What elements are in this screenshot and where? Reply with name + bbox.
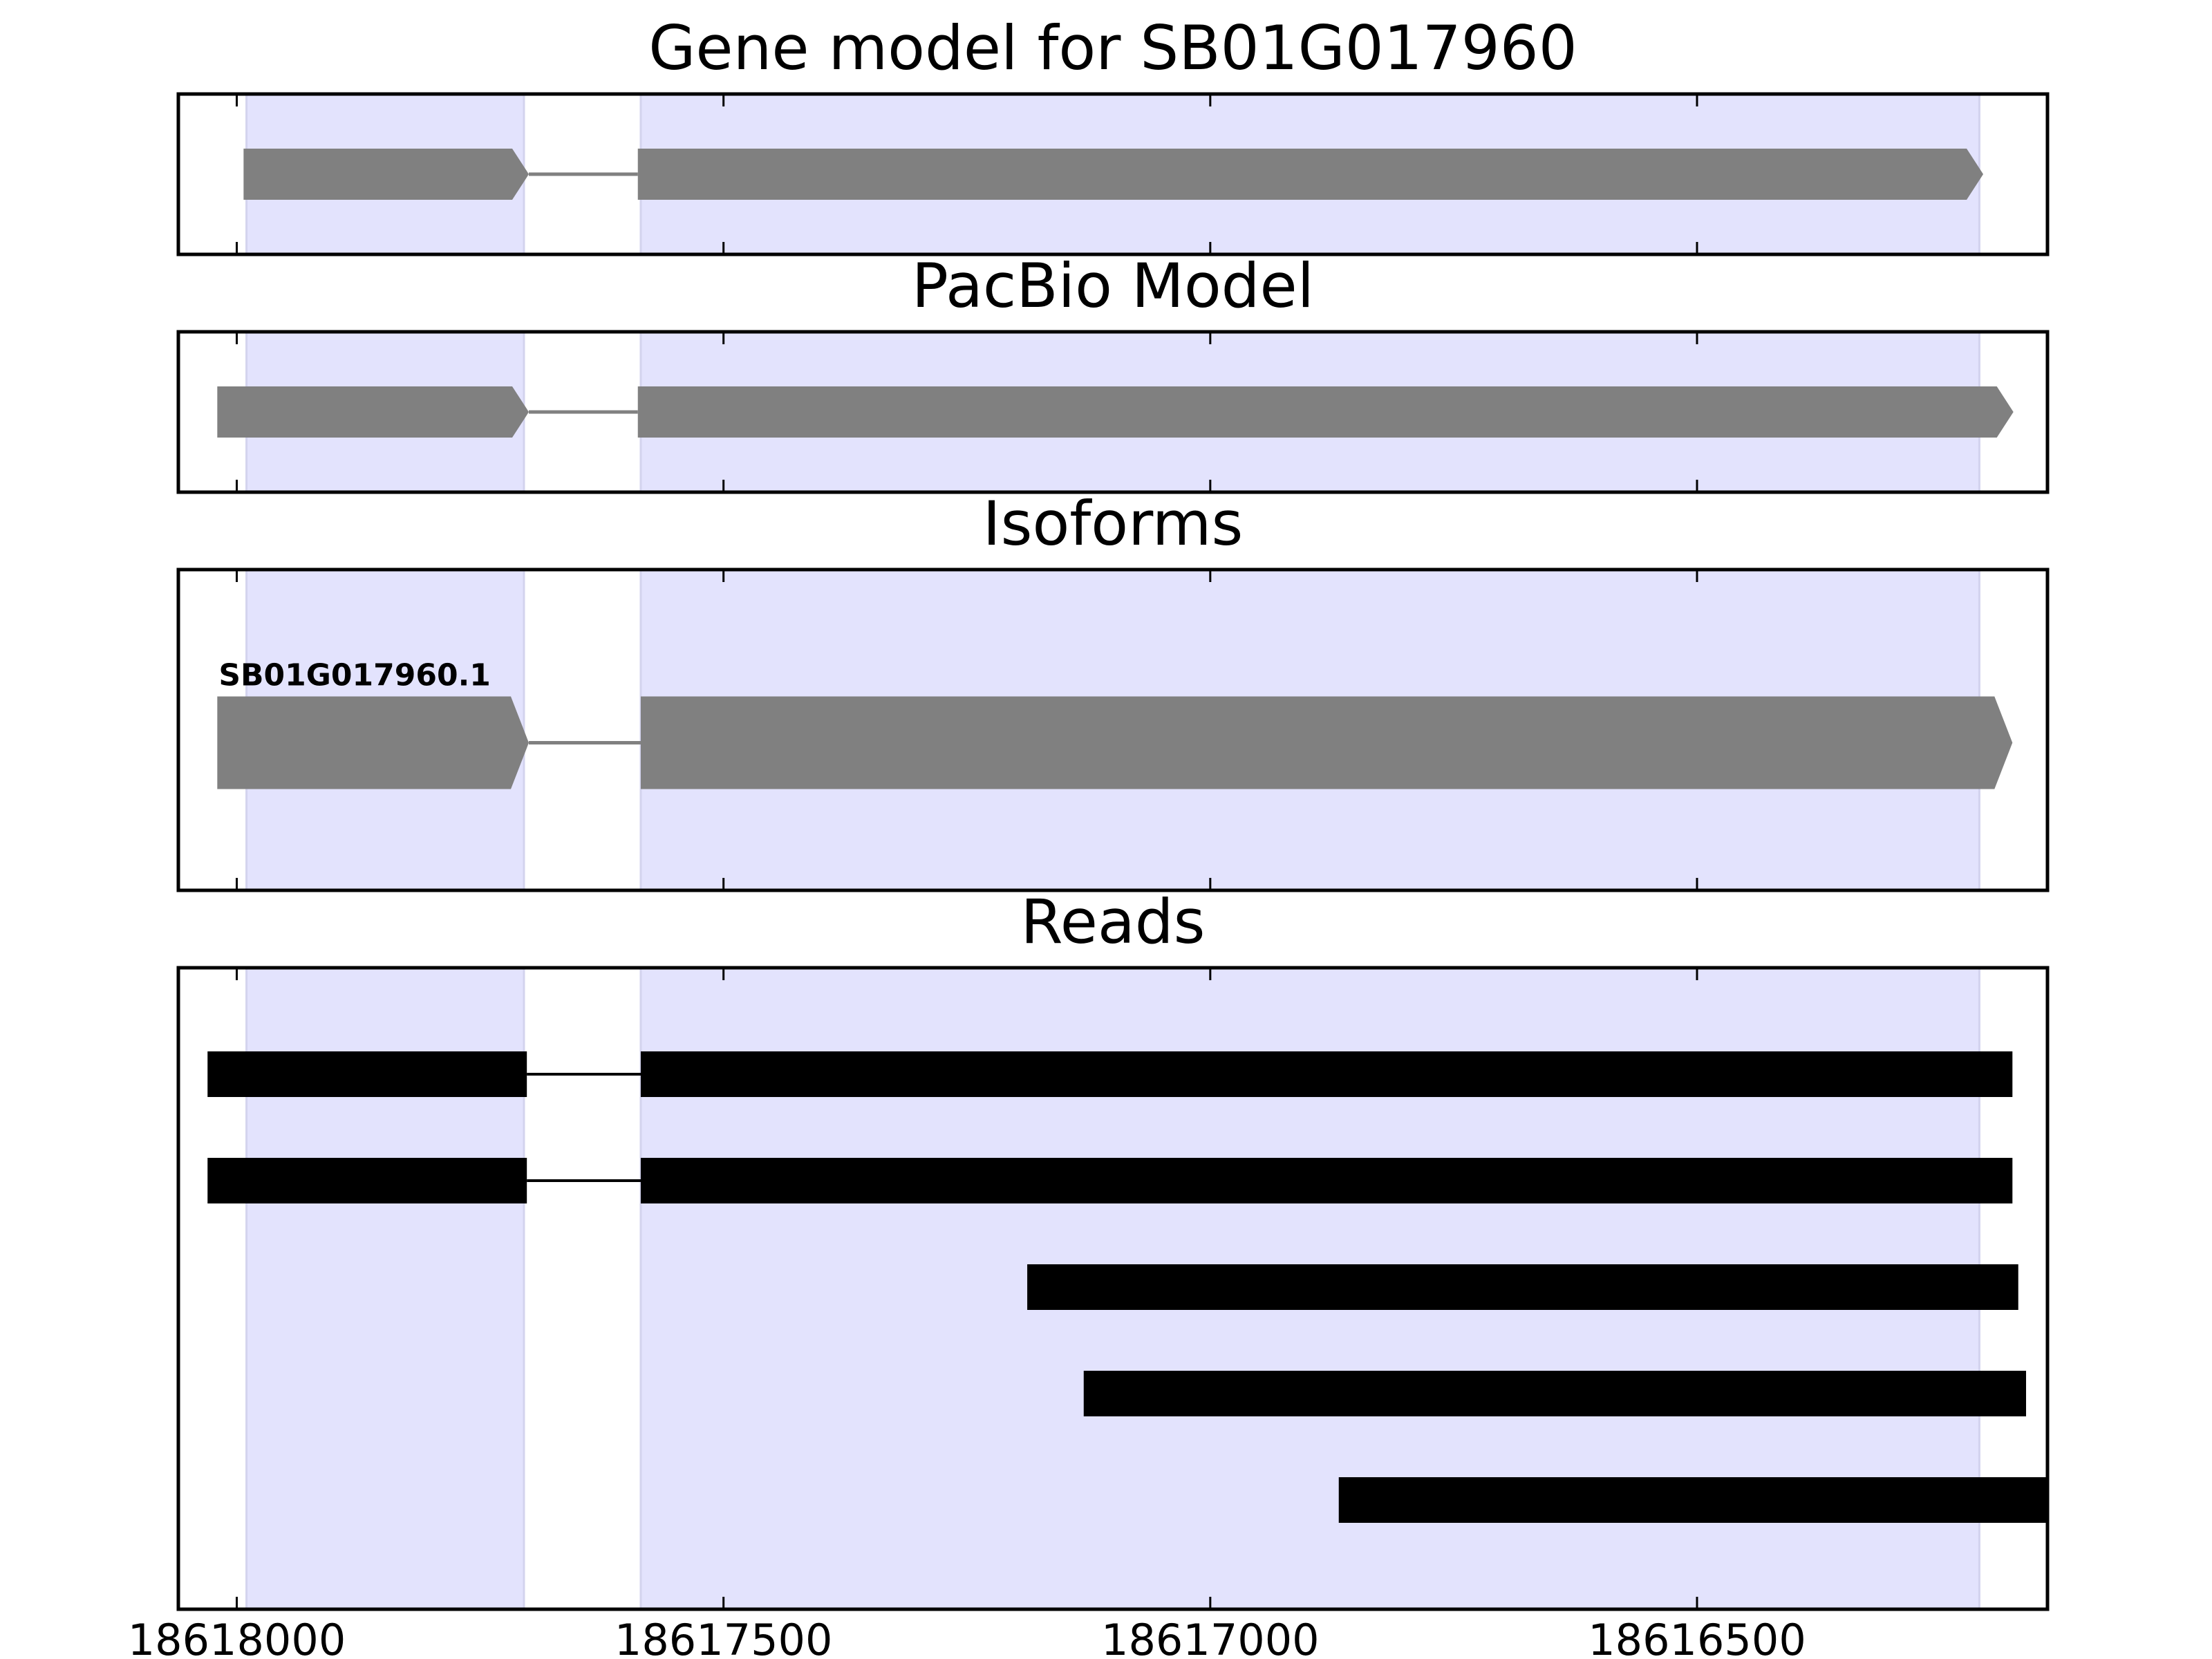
- read-2: [1027, 1264, 2018, 1310]
- exon-block: [243, 149, 529, 200]
- panel-model-1: PacBio Model: [176, 250, 2050, 494]
- panel-title: Isoforms: [983, 488, 1244, 559]
- axes-frame: [176, 330, 2050, 494]
- read-4: [1338, 1477, 2047, 1523]
- isoform-label: SB01G017960.1: [218, 658, 491, 693]
- panel-title: Gene model for SB01G017960: [648, 12, 1577, 84]
- exon-block: [640, 696, 2013, 789]
- exon-block: [217, 696, 529, 789]
- panel-isoform-2: SB01G017960.1 Isoforms: [176, 488, 2050, 892]
- axes-frame: [176, 966, 2050, 1611]
- transcript-0: [243, 149, 1984, 200]
- x-tick-label: 18617000: [1101, 1615, 1320, 1659]
- axes-frame: [176, 568, 2050, 892]
- exon-block: [637, 149, 1984, 200]
- transcript-0: SB01G017960.1: [217, 658, 2013, 789]
- panel-reads-3: Reads: [176, 886, 2050, 1611]
- read-block: [1338, 1477, 2047, 1523]
- read-block: [640, 1051, 2013, 1097]
- panel-title: PacBio Model: [912, 250, 1314, 321]
- axes-frame: [176, 92, 2050, 256]
- read-3: [1083, 1371, 2027, 1416]
- read-block: [1083, 1371, 2027, 1416]
- read-1: [207, 1158, 2013, 1203]
- exon-block: [217, 386, 529, 438]
- panel-title: Reads: [1021, 886, 1206, 957]
- transcript-0: [217, 386, 2014, 438]
- read-block: [207, 1158, 527, 1203]
- x-tick-label: 18617500: [615, 1615, 833, 1659]
- read-block: [207, 1051, 527, 1097]
- x-tick-label: 18616500: [1588, 1615, 1806, 1659]
- read-0: [207, 1051, 2013, 1097]
- panel-model-0: Gene model for SB01G017960: [176, 12, 2050, 256]
- read-block: [1027, 1264, 2018, 1310]
- read-block: [640, 1158, 2013, 1203]
- exon-block: [637, 386, 2014, 438]
- x-tick-label: 18618000: [128, 1615, 346, 1659]
